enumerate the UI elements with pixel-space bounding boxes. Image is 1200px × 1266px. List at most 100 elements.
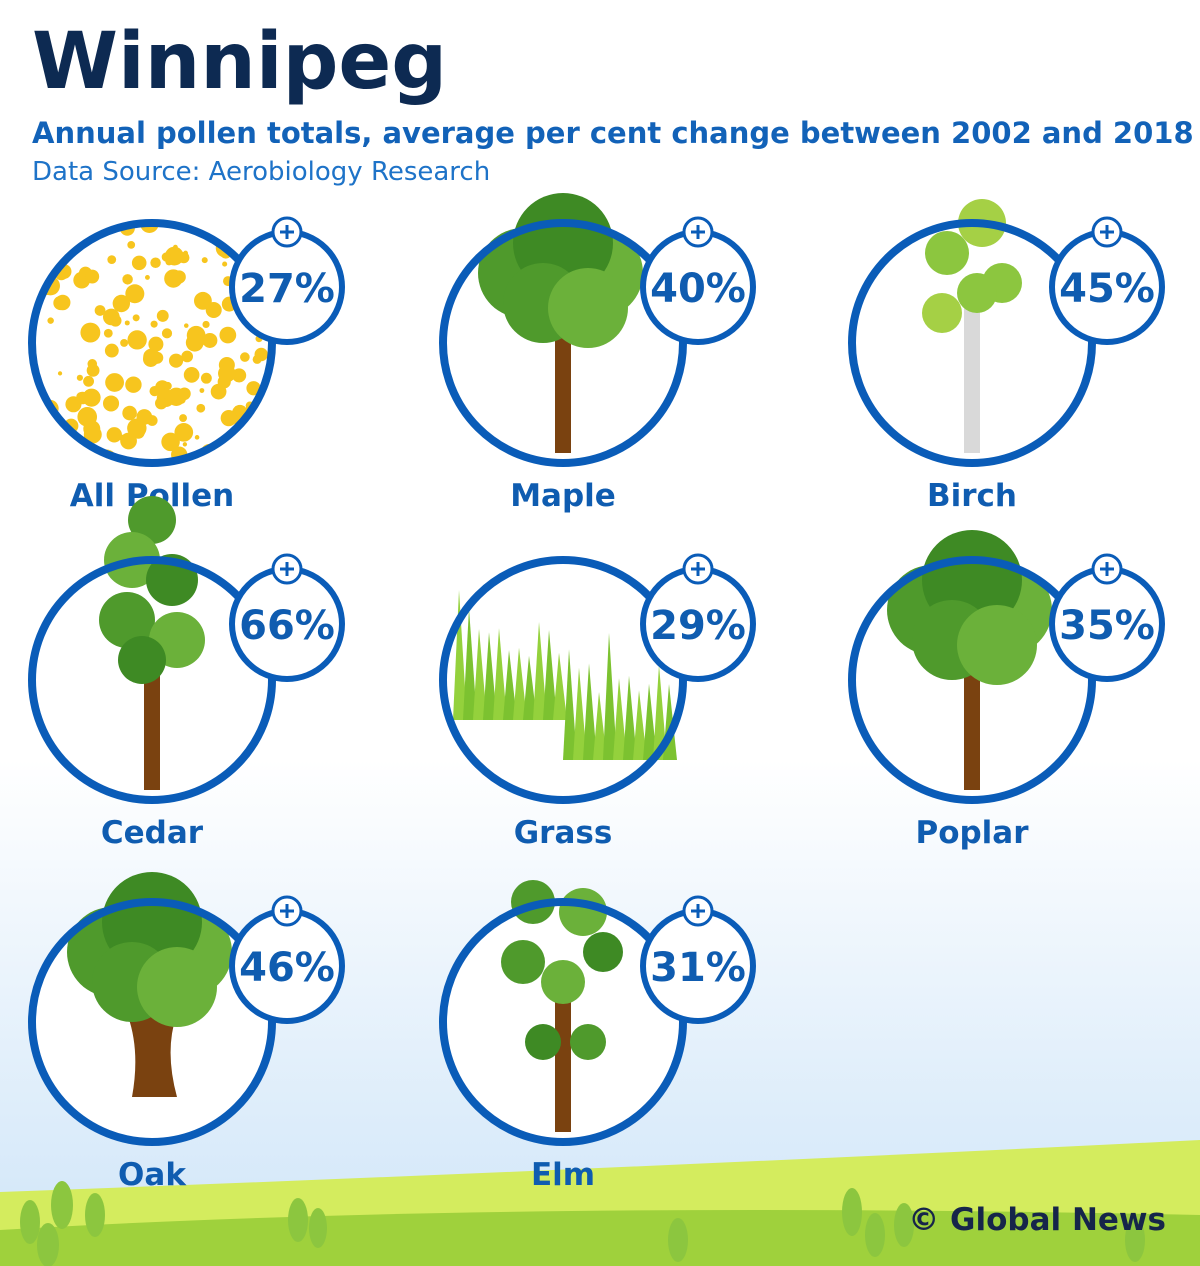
pollen-dot (53, 295, 68, 311)
change-value: 45% (1059, 266, 1155, 312)
illustration (67, 872, 232, 1097)
foliage (118, 636, 166, 684)
pollen-dot (57, 371, 63, 376)
plus-sign (280, 562, 294, 576)
pollen-dot (80, 322, 101, 343)
pollen-dot (184, 323, 189, 328)
grass-blade (533, 621, 547, 720)
pollen-dot (174, 422, 194, 442)
pollen-dot (103, 328, 113, 338)
subtitle: Annual pollen totals, average per cent c… (32, 116, 1194, 150)
pollen-dot (155, 397, 168, 410)
pollen-dot (102, 395, 120, 412)
pollen-dot (200, 372, 212, 384)
pollen-dot (136, 409, 153, 425)
item: 45% Birch (848, 199, 1165, 514)
illustration (887, 530, 1052, 790)
pollen-dot (47, 317, 54, 324)
item-name: Cedar (101, 815, 204, 851)
item-name: Poplar (915, 815, 1029, 851)
pollen-dot (202, 320, 210, 329)
grass-blade (523, 655, 537, 720)
pollen-dot (148, 336, 164, 352)
pollen-dot (163, 381, 172, 391)
pollen-dot (150, 320, 158, 328)
grass-blade (453, 590, 467, 720)
pollen-dot (183, 250, 188, 256)
pollen-dot (83, 375, 95, 387)
grass-blade (643, 683, 657, 760)
item: 46% Oak (28, 872, 345, 1193)
pollen-dot (86, 363, 100, 377)
foliage (925, 231, 969, 275)
grass-blade (593, 692, 607, 760)
pollen-dot (199, 388, 205, 393)
pollen-dot (120, 338, 129, 347)
pollen-dot (83, 425, 102, 444)
grass-blade (473, 628, 487, 720)
item: 31% Elm (439, 880, 756, 1193)
pollen-dot (131, 255, 147, 271)
grass-blade (493, 628, 507, 720)
foliage (922, 293, 962, 333)
grass-blade (603, 632, 617, 760)
plus-sign (691, 904, 705, 918)
pollen-dot (106, 427, 122, 443)
pollen-dot (179, 414, 187, 422)
source: Data Source: Aerobiology Research (32, 157, 490, 187)
pollen-dot (252, 354, 262, 364)
change-value: 27% (239, 266, 335, 312)
foliage (128, 496, 176, 544)
foliage (957, 605, 1037, 685)
item-name: Oak (118, 1157, 187, 1193)
pollen-dot (168, 353, 184, 368)
pollen-dot (125, 376, 142, 393)
pollen-dot (127, 330, 147, 350)
pollen-dot (182, 442, 188, 447)
pollen-dot (144, 274, 150, 280)
pollen-dot (120, 432, 137, 450)
grass-blade (583, 663, 597, 760)
foliage (583, 932, 623, 972)
grass-blade (653, 665, 667, 760)
item-name: Grass (514, 815, 613, 851)
pollen-dot (122, 274, 133, 285)
pollen-dot (161, 432, 180, 452)
grass-blade (463, 608, 477, 720)
foliage (957, 273, 997, 313)
pollen-dot (105, 373, 124, 392)
illustration (453, 590, 677, 760)
foliage (548, 268, 628, 348)
item: 66% Cedar (28, 496, 345, 851)
trunk (122, 1002, 182, 1097)
grass-blade (573, 667, 587, 760)
pollen-dot (113, 302, 121, 310)
pollen-dot (156, 309, 169, 322)
pollen-dot (122, 405, 137, 421)
item: 35% Poplar (848, 530, 1165, 851)
pollen-dot (65, 396, 82, 413)
pollen-dot (109, 314, 122, 327)
pollen-dot (82, 388, 101, 407)
grass-blade (563, 649, 577, 760)
change-value: 35% (1059, 603, 1155, 649)
item-name: Birch (927, 478, 1017, 514)
illustration (478, 193, 643, 453)
grass-blade (503, 649, 517, 720)
grass-blade (543, 629, 557, 720)
foliage (541, 960, 585, 1004)
grass-blade (483, 632, 497, 720)
pollen-dot (181, 350, 194, 363)
pollen-dot (202, 332, 218, 348)
pollen-dot (218, 364, 236, 383)
pollen-dot (173, 244, 178, 250)
plus-sign (1100, 562, 1114, 576)
trunk (555, 982, 571, 1132)
plus-sign (280, 225, 294, 239)
plus-sign (280, 904, 294, 918)
grass-blade (623, 675, 637, 760)
pollen-dot (94, 305, 106, 316)
pollen-dot (201, 257, 208, 264)
